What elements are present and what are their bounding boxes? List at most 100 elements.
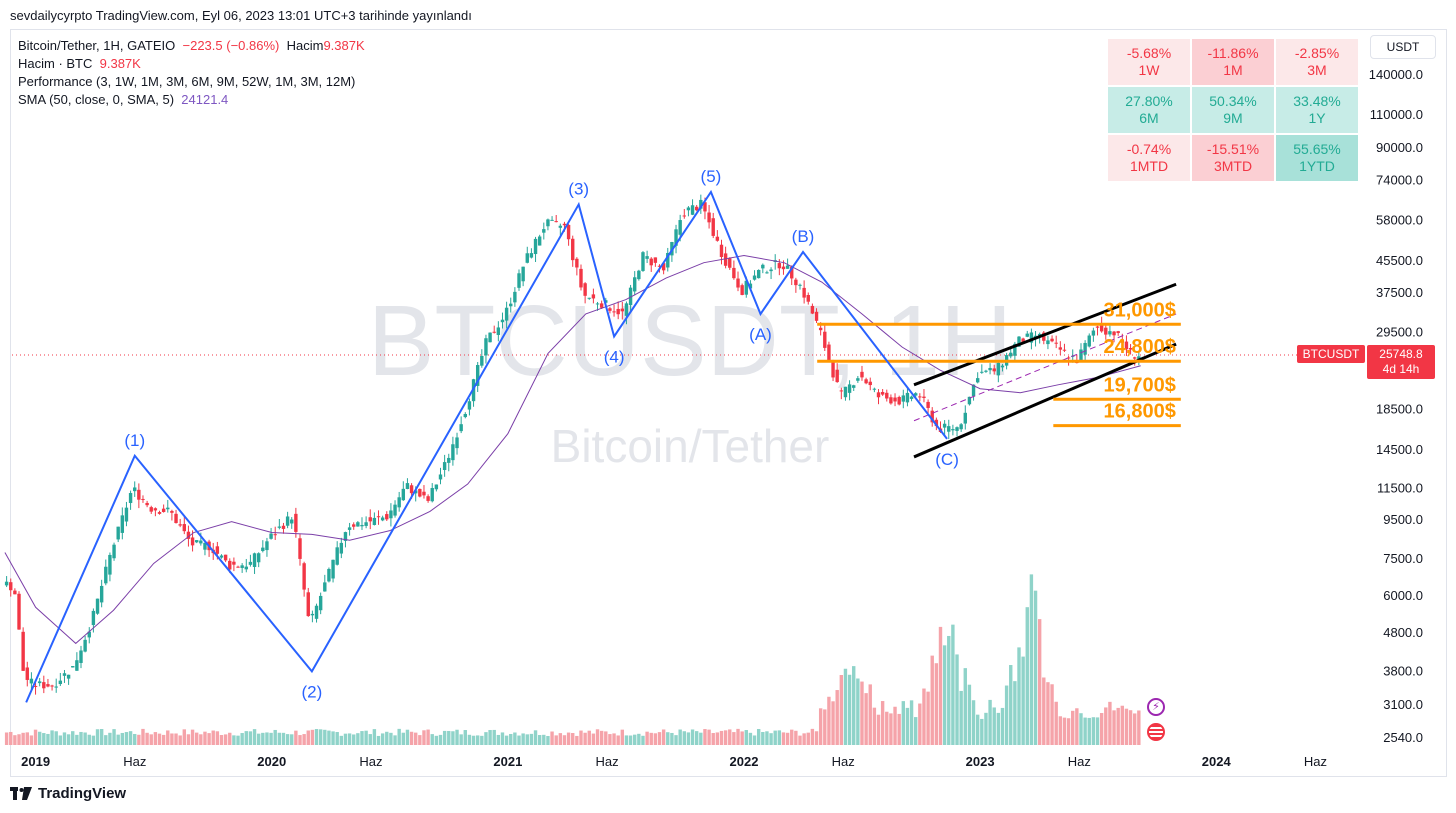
- volume-bar: [1021, 656, 1025, 745]
- us-flag-icon[interactable]: [1147, 723, 1165, 741]
- volume-bar: [1000, 707, 1005, 745]
- candle-body: [1083, 342, 1087, 355]
- performance-cell: -11.86% 1M: [1192, 39, 1274, 85]
- volume-bar: [723, 730, 728, 745]
- candle-body: [674, 229, 678, 246]
- candle-body: [988, 367, 992, 371]
- volume-bar: [492, 729, 496, 745]
- volume-bar: [905, 707, 910, 745]
- legend-volume-indicator[interactable]: Hacim · BTC: [18, 56, 93, 71]
- candle-body: [504, 307, 509, 321]
- volume-bar: [562, 735, 567, 745]
- performance-cell: -0.74% 1MTD: [1108, 135, 1190, 181]
- volume-bar: [294, 730, 298, 745]
- volume-bar: [971, 700, 976, 745]
- candle-body: [46, 684, 50, 687]
- candle-body: [71, 666, 75, 668]
- candle-body: [525, 253, 529, 263]
- volume-bar: [620, 729, 625, 745]
- candle-body: [785, 265, 790, 269]
- performance-cell: -15.51% 3MTD: [1192, 135, 1274, 181]
- volume-bar: [1079, 713, 1083, 745]
- legend-line-performance[interactable]: Performance (3, 1W, 1M, 3M, 6M, 9M, 52W,…: [18, 74, 356, 89]
- volume-bar: [178, 735, 182, 745]
- volume-bar: [223, 734, 228, 745]
- candle-body: [666, 252, 670, 268]
- volume-bar: [744, 730, 748, 745]
- candle-body: [1112, 331, 1116, 336]
- volume-bar: [475, 735, 480, 745]
- volume-bar: [310, 729, 315, 745]
- tradingview-logo-icon: [10, 786, 32, 800]
- candle-body: [376, 516, 381, 518]
- legend-symbol[interactable]: Bitcoin/Tether, 1H, GATEIO: [18, 38, 176, 53]
- performance-value: -2.85%: [1294, 45, 1340, 61]
- candle-body: [959, 424, 963, 430]
- volume-bar: [500, 732, 505, 745]
- currency-selector[interactable]: USDT: [1370, 35, 1436, 59]
- candle-body: [901, 395, 906, 402]
- volume-bar: [951, 624, 955, 745]
- candle-body: [963, 412, 967, 424]
- candle-body: [922, 396, 926, 398]
- volume-bar: [153, 732, 158, 745]
- volume-bar: [769, 733, 773, 745]
- volume-bar: [1058, 716, 1063, 745]
- candle-body: [1050, 338, 1054, 342]
- volume-bar: [694, 731, 699, 745]
- level-label: 19,700$: [1104, 374, 1176, 396]
- candle-body: [942, 423, 947, 428]
- volume-bar: [496, 734, 501, 745]
- volume-bar: [922, 688, 926, 745]
- footer-brand[interactable]: TradingView: [10, 785, 126, 802]
- volume-bar: [752, 735, 757, 745]
- volume-bar: [513, 732, 517, 745]
- volume-bar: [467, 734, 472, 745]
- candle-body: [418, 488, 422, 497]
- candle-body: [1124, 341, 1129, 350]
- candle-body: [509, 303, 513, 307]
- performance-value: 27.80%: [1125, 93, 1173, 109]
- volume-bar: [942, 645, 947, 745]
- volume-bar: [463, 730, 467, 745]
- volume-bar: [58, 735, 63, 745]
- candle-body: [571, 238, 575, 261]
- candle-body: [339, 542, 344, 554]
- volume-bar: [347, 733, 352, 745]
- wave-label: (3): [568, 179, 589, 198]
- volume-bar: [1037, 619, 1042, 745]
- candle-body: [426, 496, 430, 501]
- level-label: 24,800$: [1104, 336, 1176, 358]
- volume-bar: [930, 655, 934, 745]
- lightning-icon[interactable]: ⚡: [1147, 698, 1165, 716]
- candle-body: [868, 381, 872, 386]
- candle-body: [141, 498, 145, 500]
- volume-bar: [608, 734, 612, 745]
- candle-body: [1054, 342, 1058, 344]
- volume-bar: [186, 734, 191, 745]
- volume-bar: [112, 729, 116, 745]
- candle-body: [463, 413, 467, 418]
- wave-label: (1): [124, 431, 145, 450]
- volume-bar: [426, 729, 430, 745]
- volume-bar: [852, 666, 856, 745]
- volume-bar: [542, 734, 546, 745]
- volume-bar: [748, 732, 753, 745]
- volume-bar: [616, 735, 620, 745]
- volume-bar: [818, 708, 823, 745]
- volume-bar: [699, 732, 703, 745]
- candle-body: [893, 397, 897, 402]
- legend-sma-label[interactable]: SMA (50, close, 0, SMA, 5): [18, 92, 175, 107]
- volume-bar: [380, 733, 385, 745]
- volume-bar: [839, 675, 844, 745]
- candle-body: [256, 553, 261, 563]
- candle-body: [550, 219, 554, 221]
- last-price-tag: 25748.8 4d 14h: [1367, 345, 1435, 379]
- volume-bar: [794, 730, 798, 745]
- candle-body: [914, 393, 918, 396]
- candle-body: [128, 493, 133, 504]
- candle-body: [1091, 330, 1096, 336]
- volume-bar: [302, 734, 306, 745]
- candle-body: [529, 253, 534, 258]
